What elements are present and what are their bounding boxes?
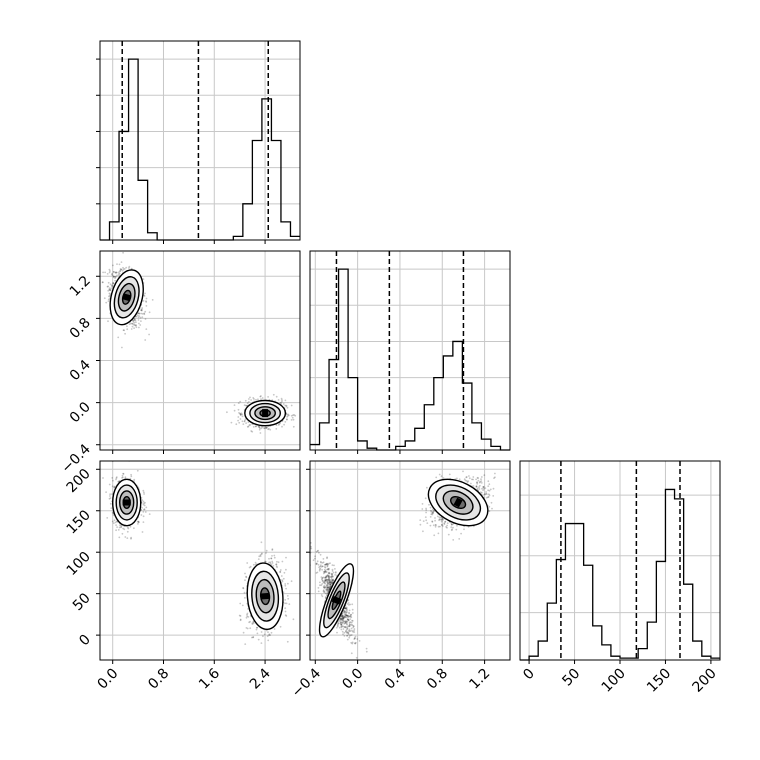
density-contours: [111, 478, 142, 527]
density-contours: [318, 563, 355, 638]
histogram-step: [520, 488, 720, 661]
density-contours: [246, 562, 284, 631]
density-peak: [260, 592, 270, 600]
histogram-step: [310, 268, 510, 451]
density-contours: [427, 478, 489, 527]
panel-frame: [309, 460, 511, 661]
panel-frame: [99, 460, 301, 661]
panel-frame: [99, 250, 301, 451]
panel-frame: [309, 250, 511, 451]
density-contours: [109, 269, 144, 326]
density-contours: [244, 399, 287, 427]
density-peak: [453, 497, 463, 508]
density-peak: [262, 409, 269, 418]
panel-frame: [99, 40, 301, 241]
density-peak: [122, 499, 131, 506]
density-peak: [122, 293, 132, 302]
density-peak: [331, 596, 342, 605]
